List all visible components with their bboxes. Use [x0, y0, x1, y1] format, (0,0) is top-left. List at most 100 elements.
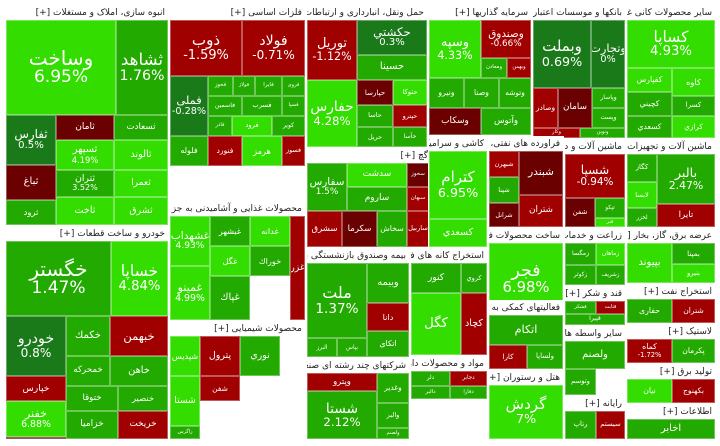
stock-tile[interactable]: فروی	[282, 76, 305, 96]
stock-tile[interactable]: خگستر 1.47%	[6, 241, 111, 316]
stock-tile[interactable]: ولساپا	[527, 345, 563, 369]
stock-tile[interactable]: بالبر 2.47%	[657, 154, 715, 204]
sector-1[interactable]: فلزات اساسی [+] ذوب -1.59% فولاد -0.71% فملی -…	[169, 5, 306, 201]
stock-tile[interactable]: ولصنم	[377, 428, 409, 439]
sector-24[interactable]: استخراج نفت [+] حفاری شتران	[626, 284, 716, 324]
sector-23[interactable]: قند و شکر [+] قشکر قثابت قپیرا	[564, 286, 626, 326]
stock-tile[interactable]: هرمز	[242, 136, 282, 166]
sector-header[interactable]: حمل ونقل، انبارداری و ارتباطات [+]	[307, 6, 427, 20]
stock-tile[interactable]: كسعدي	[627, 116, 672, 138]
stock-tile[interactable]: كترام 6.95%	[429, 151, 487, 219]
stock-tile[interactable]: وپترو	[307, 373, 377, 391]
sector-header[interactable]: مواد و محصولات دارویی [+]	[411, 357, 487, 371]
stock-tile[interactable]: فملی -0.28%	[170, 76, 208, 136]
stock-tile[interactable]: ساروم	[347, 187, 407, 211]
stock-tile[interactable]: ختوقا	[66, 386, 118, 411]
stock-tile[interactable]: فاذر	[208, 116, 232, 136]
stock-tile[interactable]: وبهمن	[507, 58, 531, 78]
stock-tile[interactable]: دانا	[367, 303, 409, 331]
sector-header[interactable]: زراعت و خدمات وابسته [+]	[565, 229, 625, 243]
stock-tile[interactable]: سشرق	[307, 211, 342, 247]
stock-tile[interactable]: فاسمين	[208, 96, 242, 116]
stock-tile[interactable]: تايرا	[657, 204, 715, 227]
stock-tile[interactable]: سدشت	[347, 163, 407, 187]
sector-header[interactable]: بانکها و موسسات اعتباری [+]	[533, 6, 625, 20]
stock-tile[interactable]: ونوين	[580, 128, 625, 138]
stock-tile[interactable]: خزامیا	[66, 411, 118, 439]
stock-tile[interactable]: لخزر	[627, 208, 657, 227]
stock-tile[interactable]: حكشتي 0.3%	[357, 20, 427, 55]
stock-tile[interactable]: شسپا -0.94%	[565, 154, 625, 198]
stock-tile[interactable]: شفن	[200, 376, 240, 401]
sector-22[interactable]: هتل و رستوران [+] گردش 7%	[488, 370, 564, 440]
sector-27[interactable]: رایانه [+] رتاپ سیستم	[564, 396, 626, 440]
stock-tile[interactable]: ثسپهر 4.19%	[56, 140, 114, 170]
stock-tile[interactable]: وصندوق -0.66%	[481, 20, 531, 58]
stock-tile[interactable]: اتكای	[367, 331, 409, 357]
stock-tile[interactable]: زكوثر	[565, 265, 596, 285]
stock-tile[interactable]: فایرا	[255, 76, 282, 96]
stock-tile[interactable]	[6, 437, 66, 439]
sector-29[interactable]: اطلاعات [+] اخابر	[626, 404, 716, 440]
stock-tile[interactable]: توريل -1.12%	[307, 20, 357, 80]
sector-5[interactable]: سایر محصولات کانی غیر [+]کساپا4.93%كاوهک…	[626, 5, 716, 139]
sector-10[interactable]: ماشین آلات و تجهیزات [+]بالبر2.47%كگازلا…	[626, 139, 716, 228]
sector-header[interactable]: هتل و رستوران [+]	[489, 371, 563, 385]
stock-tile[interactable]: وصنا	[464, 78, 499, 108]
stock-tile[interactable]: وتجارت 0%	[591, 20, 625, 88]
sector-3[interactable]: سرمایه گذاریها [+] وسپه 4.33% وصندوق -0.66% و…	[428, 5, 532, 136]
sector-2[interactable]: حمل ونقل، انبارداری و ارتباطات [+]حكشتي0…	[306, 5, 428, 148]
sector-header[interactable]: قند و شکر [+]	[565, 287, 625, 301]
stock-tile[interactable]: شپنا	[489, 177, 519, 203]
stock-tile[interactable]: ثشاهد 1.76%	[116, 20, 168, 115]
stock-tile[interactable]: كاوه	[672, 68, 715, 96]
stock-tile[interactable]: سكرما	[342, 211, 377, 247]
stock-tile[interactable]: فولاد -0.71%	[242, 20, 305, 76]
sector-header[interactable]: فراورده های نفتی، کک [+]	[489, 137, 563, 151]
stock-tile[interactable]: كچيني	[627, 92, 672, 116]
sector-header[interactable]: سایر محصولات کانی غیر [+]	[627, 6, 715, 20]
stock-tile[interactable]: ثعمرا	[114, 170, 168, 197]
stock-tile[interactable]: كرازي	[672, 116, 715, 138]
sector-header[interactable]: ساخت محصولات فلزی [+]	[489, 229, 563, 243]
stock-tile[interactable]: دفارا	[450, 386, 487, 399]
sector-header[interactable]: فعالیتهای کمکی به نهاد [+]	[489, 301, 563, 315]
stock-tile[interactable]: خبهمن	[110, 316, 168, 356]
stock-tile[interactable]: غشهداب 4.93%	[170, 216, 210, 266]
stock-tile[interactable]: خپارس	[6, 376, 66, 401]
stock-tile[interactable]: گردش 7%	[489, 385, 563, 439]
stock-tile[interactable]: کارا	[489, 345, 527, 369]
stock-tile[interactable]: فسوز	[282, 136, 305, 166]
sector-25[interactable]: سایر واسطه ها [+] ولصنم وتوسم	[564, 326, 626, 396]
stock-tile[interactable]: خوراك	[250, 246, 290, 276]
stock-tile[interactable]: کماه -1.72%	[627, 339, 672, 363]
sector-28[interactable]: تولید برق [+] نیان بکهنوج	[626, 364, 716, 404]
stock-tile[interactable]: وپست	[592, 108, 625, 128]
stock-tile[interactable]: حاسا	[357, 105, 393, 127]
sector-header[interactable]: رایانه [+]	[565, 397, 625, 411]
stock-tile[interactable]: خریخت	[118, 411, 168, 439]
stock-tile[interactable]: فرود	[232, 116, 272, 136]
stock-tile[interactable]: خساپا 4.84%	[111, 241, 168, 316]
stock-tile[interactable]: ذوب -1.59%	[170, 20, 242, 76]
stock-tile[interactable]: کساپا 4.93%	[627, 20, 715, 68]
stock-tile[interactable]: ملت 1.37%	[307, 263, 367, 338]
stock-tile[interactable]: شبندر	[519, 151, 563, 195]
sector-header[interactable]: فلزات اساسی [+]	[170, 6, 305, 20]
stock-tile[interactable]: فسپا	[282, 96, 305, 116]
sector-20[interactable]: مواد و محصولات دارویی [+] دلر دجابر دالبر دف…	[410, 356, 488, 400]
sector-header[interactable]: لاستیک [+]	[627, 325, 715, 339]
stock-tile[interactable]: کفپارس	[627, 68, 672, 92]
stock-tile[interactable]: وصادر	[533, 88, 558, 128]
sector-11[interactable]: خودرو و ساخت قطعات [+] خگستر 1.47% خساپا 4.8…	[5, 226, 169, 440]
sector-header[interactable]: کاشی و سرامیک [+]	[429, 137, 487, 151]
stock-tile[interactable]: ثالوند	[114, 140, 168, 170]
stock-tile[interactable]: كسعدي	[429, 219, 487, 247]
sector-header[interactable]: سایر واسطه ها [+]	[565, 327, 625, 341]
stock-tile[interactable]: كوير	[272, 116, 305, 136]
stock-tile[interactable]: غزر	[290, 216, 305, 320]
stock-tile[interactable]: ثتران 3.52%	[56, 170, 114, 197]
sector-4[interactable]: بانکها و موسسات اعتباری [+]وبملت0.69%وتج…	[532, 5, 626, 139]
stock-tile[interactable]: اتكام	[489, 315, 563, 345]
